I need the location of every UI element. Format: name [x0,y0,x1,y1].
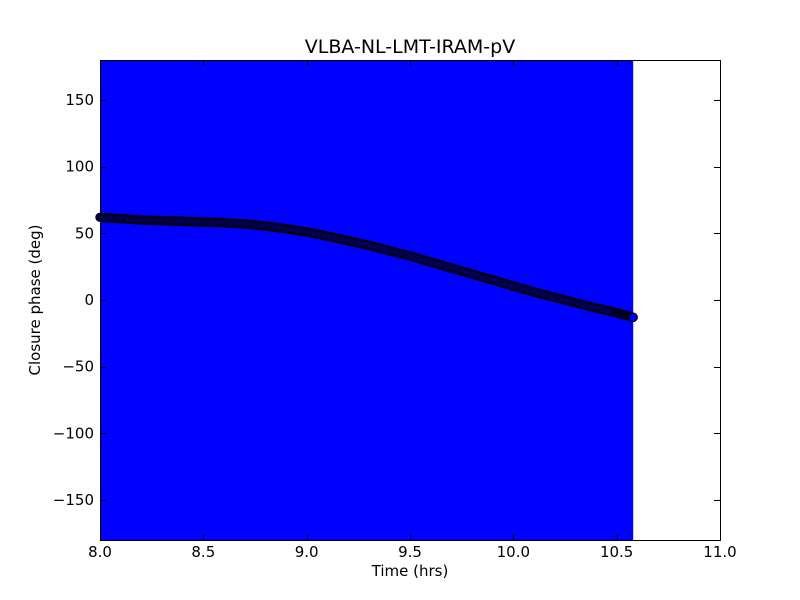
x-tick-label: 10.5 [600,543,633,561]
y-axis: 150 100 50 0 −50 −100 −150 [53,91,720,509]
data-point [628,312,638,323]
x-tick-label: 11.0 [703,543,736,561]
chart-title: VLBA-NL-LMT-IRAM-pV [305,36,515,58]
y-tick-label: −150 [53,491,94,509]
y-tick-label: 0 [84,291,94,309]
x-tick-label: 9.5 [398,543,422,561]
plot-area [95,60,638,540]
x-tick-label: 9.0 [295,543,319,561]
x-tick-label: 8.5 [191,543,215,561]
y-tick-label: −50 [62,358,94,376]
x-tick-label: 10.0 [497,543,530,561]
x-tick-label: 8.0 [88,543,112,561]
x-axis-label: Time (hrs) [371,562,449,580]
x-axis: 8.0 8.5 9.0 9.5 10.0 10.5 11.0 [88,60,737,561]
y-tick-label: 150 [65,91,94,109]
y-tick-label: 100 [65,158,94,176]
error-band [100,60,634,540]
y-tick-label: 50 [75,224,94,242]
y-tick-label: −100 [53,424,94,442]
y-axis-label: Closure phase (deg) [26,225,44,376]
